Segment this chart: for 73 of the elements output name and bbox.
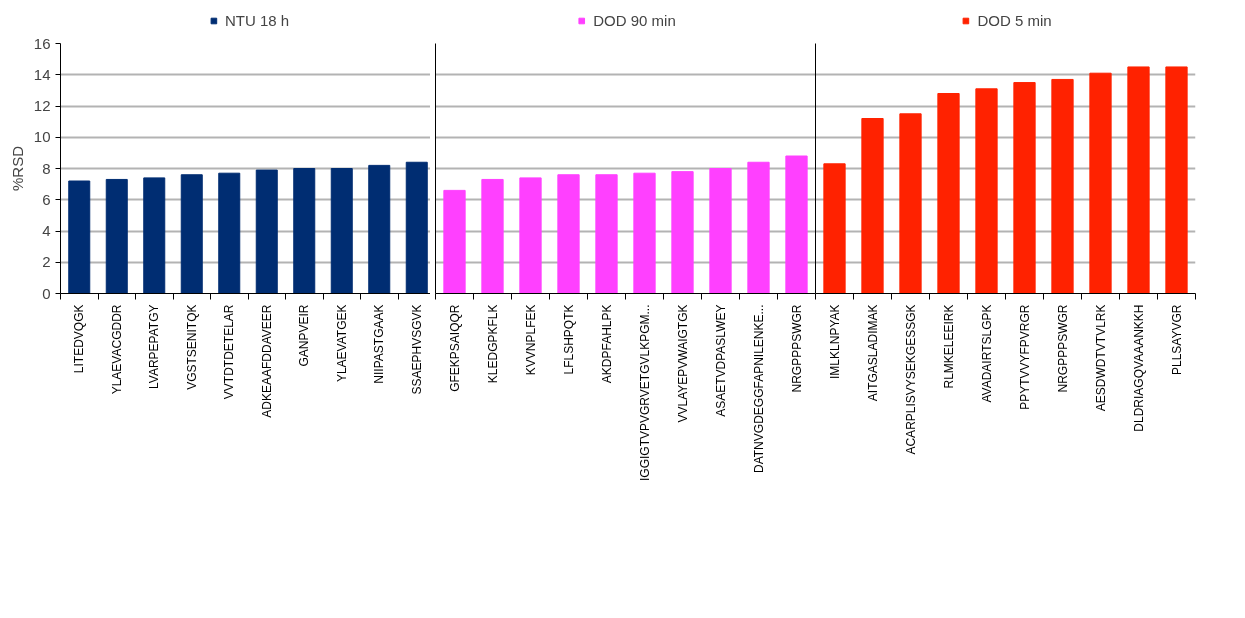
x-tick-label: IGGIGTVPVGRVETGVLKPGM... (637, 304, 652, 481)
x-tick-label: ACARPLISVYSEKGESSGK (903, 304, 918, 455)
x-tick-label: AKDPFAHLPK (599, 304, 614, 384)
bar (595, 174, 618, 294)
legend-label: DOD 5 min (977, 11, 1052, 29)
bar (481, 178, 504, 294)
y-tick-label: 6 (42, 190, 51, 208)
bar (937, 93, 960, 294)
x-tick-label: DATNVGDEGGFAPNILENKE... (751, 304, 766, 473)
bar (405, 161, 428, 294)
bar (785, 155, 808, 294)
x-tick-label: ADKEAAFDDAVEER (259, 304, 274, 418)
x-tick-label: PLLSAYVGR (1169, 304, 1184, 375)
bar (1165, 66, 1188, 294)
bar (1127, 66, 1150, 294)
x-tick-label: VVLAYEPVWAIGTGK (675, 304, 690, 423)
x-tick-label: YLAEVATGEK (334, 304, 349, 383)
x-tick-label: LFLSHPQTK (561, 304, 576, 375)
bar (1089, 72, 1112, 294)
x-tick-label: DLDRIAGQVAAANKKH (1131, 304, 1146, 432)
bar (671, 171, 694, 294)
bar (218, 172, 241, 294)
x-tick-label: VVTDTDETELAR (222, 304, 237, 400)
x-tick-label: NIIPASTGAAK (372, 304, 387, 384)
y-tick-label: 14 (33, 65, 51, 83)
y-tick-label: 12 (33, 97, 51, 114)
bar (747, 161, 770, 294)
bar (180, 174, 203, 294)
bar (823, 163, 846, 294)
y-tick-label: 2 (42, 253, 51, 271)
x-tick-label: YLAEVACGDDR (109, 304, 124, 395)
x-tick-label: AITGASLADIMAK (865, 304, 880, 402)
bar (519, 177, 542, 294)
y-tick-label: 8 (42, 159, 51, 177)
bar (255, 169, 278, 294)
bar (293, 168, 316, 294)
y-tick-label: 0 (42, 284, 51, 302)
x-tick-label: AVADAIRTSLGPK (979, 304, 994, 403)
bar (368, 164, 391, 294)
x-tick-label: LVARPEPATGY (147, 304, 162, 389)
legend-label: DOD 90 min (593, 11, 676, 29)
y-tick-label: 16 (33, 34, 51, 52)
bar (861, 118, 884, 294)
x-tick-label: IMLKLNPYAK (827, 304, 842, 379)
x-tick-label: KLEDGPKFLK (485, 304, 500, 384)
bar (899, 113, 922, 294)
x-tick-label: GFEKPSAIQQR (447, 304, 462, 392)
bar (330, 168, 353, 294)
bar (709, 168, 732, 294)
bar (143, 177, 166, 294)
x-tick-label: ASAETVDPASLWEY (713, 304, 728, 417)
y-axis-title: %RSD (8, 145, 26, 191)
bar (443, 189, 466, 294)
y-tick-label: 10 (33, 128, 51, 146)
x-tick-label: LITEDVQGK (72, 304, 87, 374)
legend-label: NTU 18 h (224, 11, 290, 29)
bar (68, 180, 91, 294)
bar (1051, 78, 1074, 294)
x-tick-label: PPYTVVYFPVRGR (1017, 304, 1032, 410)
x-tick-label: SSAEPHVSGVK (409, 304, 424, 395)
bar (557, 174, 580, 294)
x-tick-label: NRGPPPSWGR (1055, 304, 1070, 393)
x-tick-label: NRGPPPSWGR (789, 304, 804, 393)
bar (633, 172, 656, 294)
bar (975, 88, 998, 294)
x-tick-label: AESDWDTVTVLRK (1093, 304, 1108, 412)
bar (105, 178, 128, 294)
bar (1013, 82, 1036, 294)
x-tick-label: RLMKELEEIRK (941, 304, 956, 389)
x-tick-label: GANPVEIR (297, 304, 312, 367)
y-tick-label: 4 (42, 222, 51, 239)
x-tick-label: KVVNPLFEK (523, 304, 538, 376)
x-tick-label: VGSTSENITQK (184, 304, 199, 390)
